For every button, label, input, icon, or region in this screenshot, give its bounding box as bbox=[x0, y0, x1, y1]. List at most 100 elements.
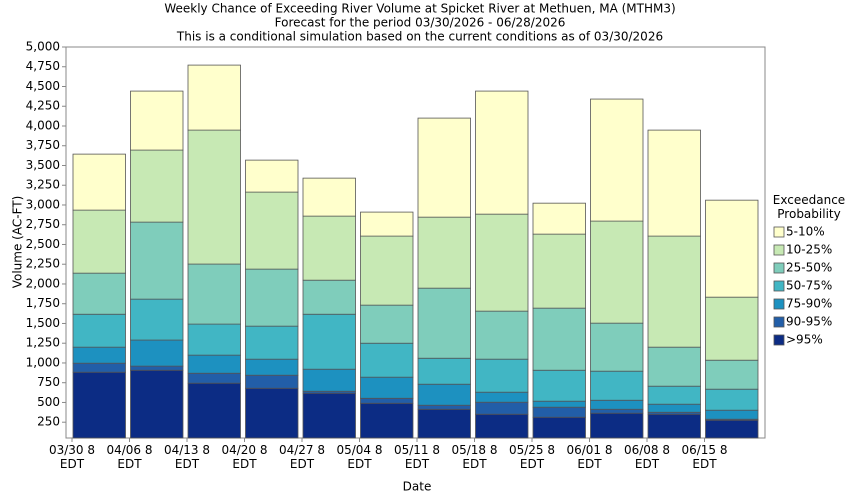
x-tick-label: 04/13 8 EDT bbox=[163, 443, 211, 471]
bar-segment bbox=[245, 387, 299, 439]
x-tick-label: 05/11 8 EDT bbox=[393, 443, 441, 471]
legend-label: 50-75% bbox=[786, 279, 832, 293]
bar-segment bbox=[72, 371, 126, 439]
bar-segment bbox=[302, 279, 356, 315]
bar-segment bbox=[417, 383, 471, 406]
x-tick-label: 06/08 8 EDT bbox=[623, 443, 671, 471]
x-tick-label: 06/01 8 EDT bbox=[566, 443, 613, 471]
bar-segment bbox=[475, 213, 529, 312]
bar-segment bbox=[130, 365, 184, 371]
bar-segment bbox=[590, 220, 644, 324]
chart-subtitle: Forecast for the period 03/30/2026 - 06/… bbox=[275, 16, 566, 30]
bar-segment bbox=[417, 408, 471, 439]
bar-segment bbox=[130, 221, 184, 300]
legend-label: 10-25% bbox=[786, 243, 832, 257]
x-tick-label: 04/20 8 EDT bbox=[221, 443, 268, 471]
bar-segment bbox=[590, 98, 644, 222]
bar-segment bbox=[72, 209, 126, 274]
bar-segment bbox=[72, 313, 126, 348]
bar-segment bbox=[360, 402, 414, 439]
y-tick-label: 2,500 bbox=[26, 237, 60, 251]
bar-segment bbox=[245, 268, 299, 327]
bar-segment bbox=[187, 64, 241, 131]
bar-segment bbox=[705, 359, 759, 390]
bar-segment bbox=[532, 202, 586, 235]
bar-segment bbox=[590, 322, 644, 372]
bar-segment bbox=[475, 310, 529, 360]
x-tick-label: 05/25 8 EDT bbox=[508, 443, 556, 471]
y-tick-label: 4,250 bbox=[26, 99, 60, 113]
bar-segment bbox=[705, 419, 759, 439]
y-tick-label: 1,250 bbox=[26, 336, 60, 350]
legend-label: 90-95% bbox=[786, 315, 832, 329]
bar-segment bbox=[647, 346, 701, 387]
bar-segment bbox=[130, 339, 184, 367]
bar-segment bbox=[187, 323, 241, 356]
y-tick-label: 4,000 bbox=[26, 118, 60, 132]
bar-segment bbox=[590, 370, 644, 401]
bar-segment bbox=[245, 159, 299, 193]
bar-segment bbox=[475, 401, 529, 415]
bar-segment bbox=[302, 392, 356, 439]
bar-segment bbox=[72, 346, 126, 364]
bar-segment bbox=[130, 369, 184, 439]
bar-segment bbox=[417, 216, 471, 289]
bar-segment bbox=[532, 369, 586, 402]
bar-segment bbox=[360, 235, 414, 306]
bar-segment bbox=[72, 362, 126, 373]
bar-segment bbox=[302, 177, 356, 217]
y-tick-label: 1,500 bbox=[26, 316, 60, 330]
y-axis-label: Volume (AC-FT) bbox=[11, 196, 25, 289]
bar-segment bbox=[360, 376, 414, 399]
y-tick-label: 3,250 bbox=[26, 178, 60, 192]
bar-segment bbox=[302, 368, 356, 392]
bar-segment bbox=[302, 313, 356, 370]
bar-segment bbox=[245, 325, 299, 360]
chart-title: Weekly Chance of Exceeding River Volume … bbox=[164, 2, 675, 16]
bar-segment bbox=[532, 400, 586, 408]
legend-label: 5-10% bbox=[786, 225, 825, 239]
x-tick-label: 06/15 8 EDT bbox=[681, 443, 728, 471]
bar-segment bbox=[187, 354, 241, 374]
y-tick-label: 2,250 bbox=[26, 257, 60, 271]
legend-swatch bbox=[773, 334, 785, 346]
y-tick-label: 2,750 bbox=[26, 217, 60, 231]
bar-segment bbox=[590, 408, 644, 414]
y-tick-label: 4,750 bbox=[26, 59, 60, 73]
chart-subtitle: This is a conditional simulation based o… bbox=[176, 30, 663, 44]
legend-label: 25-50% bbox=[786, 261, 832, 275]
bar-segment bbox=[360, 304, 414, 344]
legend-swatch bbox=[773, 298, 785, 310]
x-tick-label: 05/04 8 EDT bbox=[336, 443, 383, 471]
bar-segment bbox=[245, 374, 299, 389]
bar-segment bbox=[705, 199, 759, 298]
y-tick-label: 1,750 bbox=[26, 296, 60, 310]
bar-segment bbox=[187, 382, 241, 439]
bar-segment bbox=[417, 117, 471, 218]
y-tick-label: 3,000 bbox=[26, 197, 60, 211]
bar-segment bbox=[647, 129, 701, 237]
bar-segment bbox=[417, 287, 471, 359]
y-tick-label: 4,500 bbox=[26, 79, 60, 93]
bar-segment bbox=[590, 412, 644, 439]
legend-swatch bbox=[773, 280, 785, 292]
x-tick-label: 04/06 8 EDT bbox=[106, 443, 153, 471]
bar-segment bbox=[647, 403, 701, 413]
bar-segment bbox=[705, 409, 759, 420]
y-tick-label: 1,000 bbox=[26, 355, 60, 369]
bar-segment bbox=[705, 388, 759, 411]
y-tick-label: 2,000 bbox=[26, 276, 60, 290]
bar-segment bbox=[360, 397, 414, 404]
bar-segment bbox=[647, 385, 701, 405]
x-tick-label: 05/18 8 EDT bbox=[451, 443, 498, 471]
legend-swatch bbox=[773, 316, 785, 328]
bar-segment bbox=[475, 90, 529, 215]
bar-segment bbox=[72, 272, 126, 315]
bar-segment bbox=[647, 235, 701, 348]
bar-segment bbox=[475, 413, 529, 439]
bar-segment bbox=[647, 413, 701, 439]
bar-segment bbox=[532, 406, 586, 418]
bar-segment bbox=[187, 372, 241, 384]
bar-segment bbox=[245, 358, 299, 376]
